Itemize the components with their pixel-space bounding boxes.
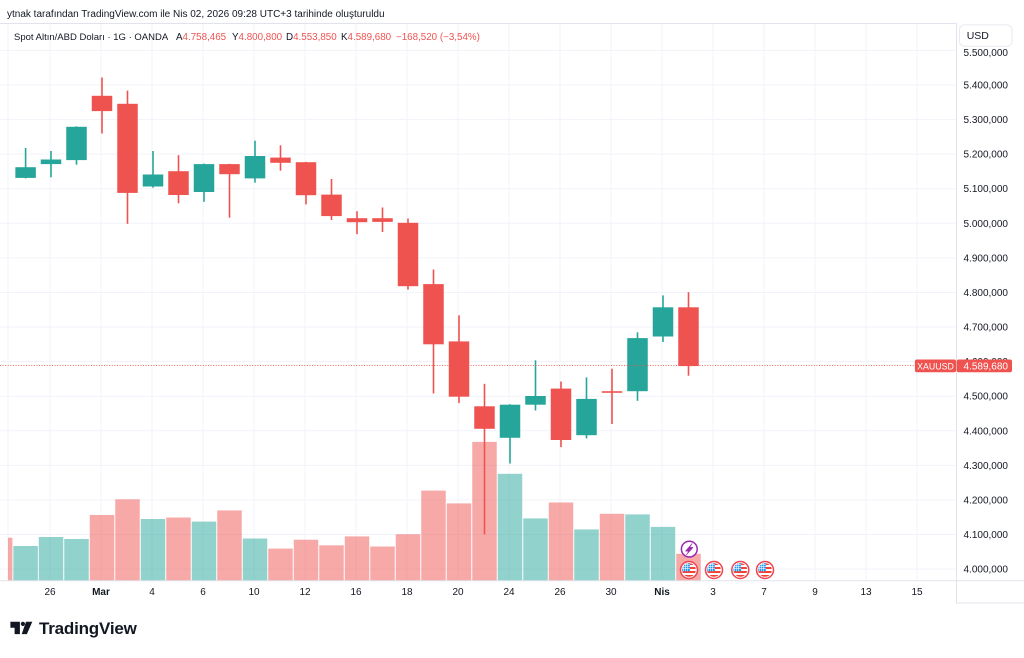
svg-text:5.100,000: 5.100,000 <box>964 184 1009 195</box>
svg-text:Y4.800,800: Y4.800,800 <box>232 32 283 43</box>
svg-text:USD: USD <box>967 30 990 42</box>
svg-text:4.589,680: 4.589,680 <box>964 362 1009 373</box>
svg-text:20: 20 <box>452 587 464 598</box>
svg-text:7: 7 <box>761 587 767 598</box>
svg-text:XAUUSD: XAUUSD <box>917 361 954 371</box>
svg-text:Mar: Mar <box>92 587 110 598</box>
svg-text:5.300,000: 5.300,000 <box>964 115 1009 126</box>
svg-text:5.200,000: 5.200,000 <box>964 150 1009 161</box>
svg-text:24: 24 <box>503 587 515 598</box>
svg-text:5.000,000: 5.000,000 <box>964 219 1009 230</box>
svg-text:4.200,000: 4.200,000 <box>964 495 1009 506</box>
svg-text:A4.758,465: A4.758,465 <box>176 32 227 43</box>
svg-text:4.900,000: 4.900,000 <box>964 253 1009 264</box>
svg-text:15: 15 <box>911 587 923 598</box>
svg-text:10: 10 <box>248 587 260 598</box>
svg-text:4: 4 <box>149 587 155 598</box>
svg-text:5.500,000: 5.500,000 <box>964 48 1009 59</box>
svg-text:9: 9 <box>812 587 818 598</box>
svg-text:30: 30 <box>605 587 617 598</box>
svg-text:4.700,000: 4.700,000 <box>964 323 1009 334</box>
svg-text:26: 26 <box>554 587 566 598</box>
svg-text:6: 6 <box>200 587 206 598</box>
svg-text:3: 3 <box>710 587 716 598</box>
svg-text:K4.589,680: K4.589,680 <box>341 32 392 43</box>
svg-text:4.800,000: 4.800,000 <box>964 288 1009 299</box>
svg-text:18: 18 <box>401 587 413 598</box>
svg-text:4.400,000: 4.400,000 <box>964 426 1009 437</box>
svg-text:4.300,000: 4.300,000 <box>964 461 1009 472</box>
svg-text:Nis: Nis <box>654 587 670 598</box>
svg-text:12: 12 <box>299 587 311 598</box>
svg-text:5.400,000: 5.400,000 <box>964 81 1009 92</box>
svg-text:−168,520 (−3,54%): −168,520 (−3,54%) <box>396 32 480 43</box>
svg-text:TradingView: TradingView <box>39 619 138 638</box>
svg-text:13: 13 <box>860 587 872 598</box>
svg-text:ytnak tarafından TradingView.c: ytnak tarafından TradingView.com ile Nis… <box>7 9 385 20</box>
svg-text:26: 26 <box>44 587 56 598</box>
svg-text:D4.553,850: D4.553,850 <box>286 32 337 43</box>
svg-text:Spot Altın/ABD Doları · 1G · O: Spot Altın/ABD Doları · 1G · OANDA <box>14 32 169 43</box>
svg-text:4.100,000: 4.100,000 <box>964 530 1009 541</box>
svg-text:4.000,000: 4.000,000 <box>964 565 1009 576</box>
svg-text:16: 16 <box>350 587 362 598</box>
svg-text:4.500,000: 4.500,000 <box>964 392 1009 403</box>
